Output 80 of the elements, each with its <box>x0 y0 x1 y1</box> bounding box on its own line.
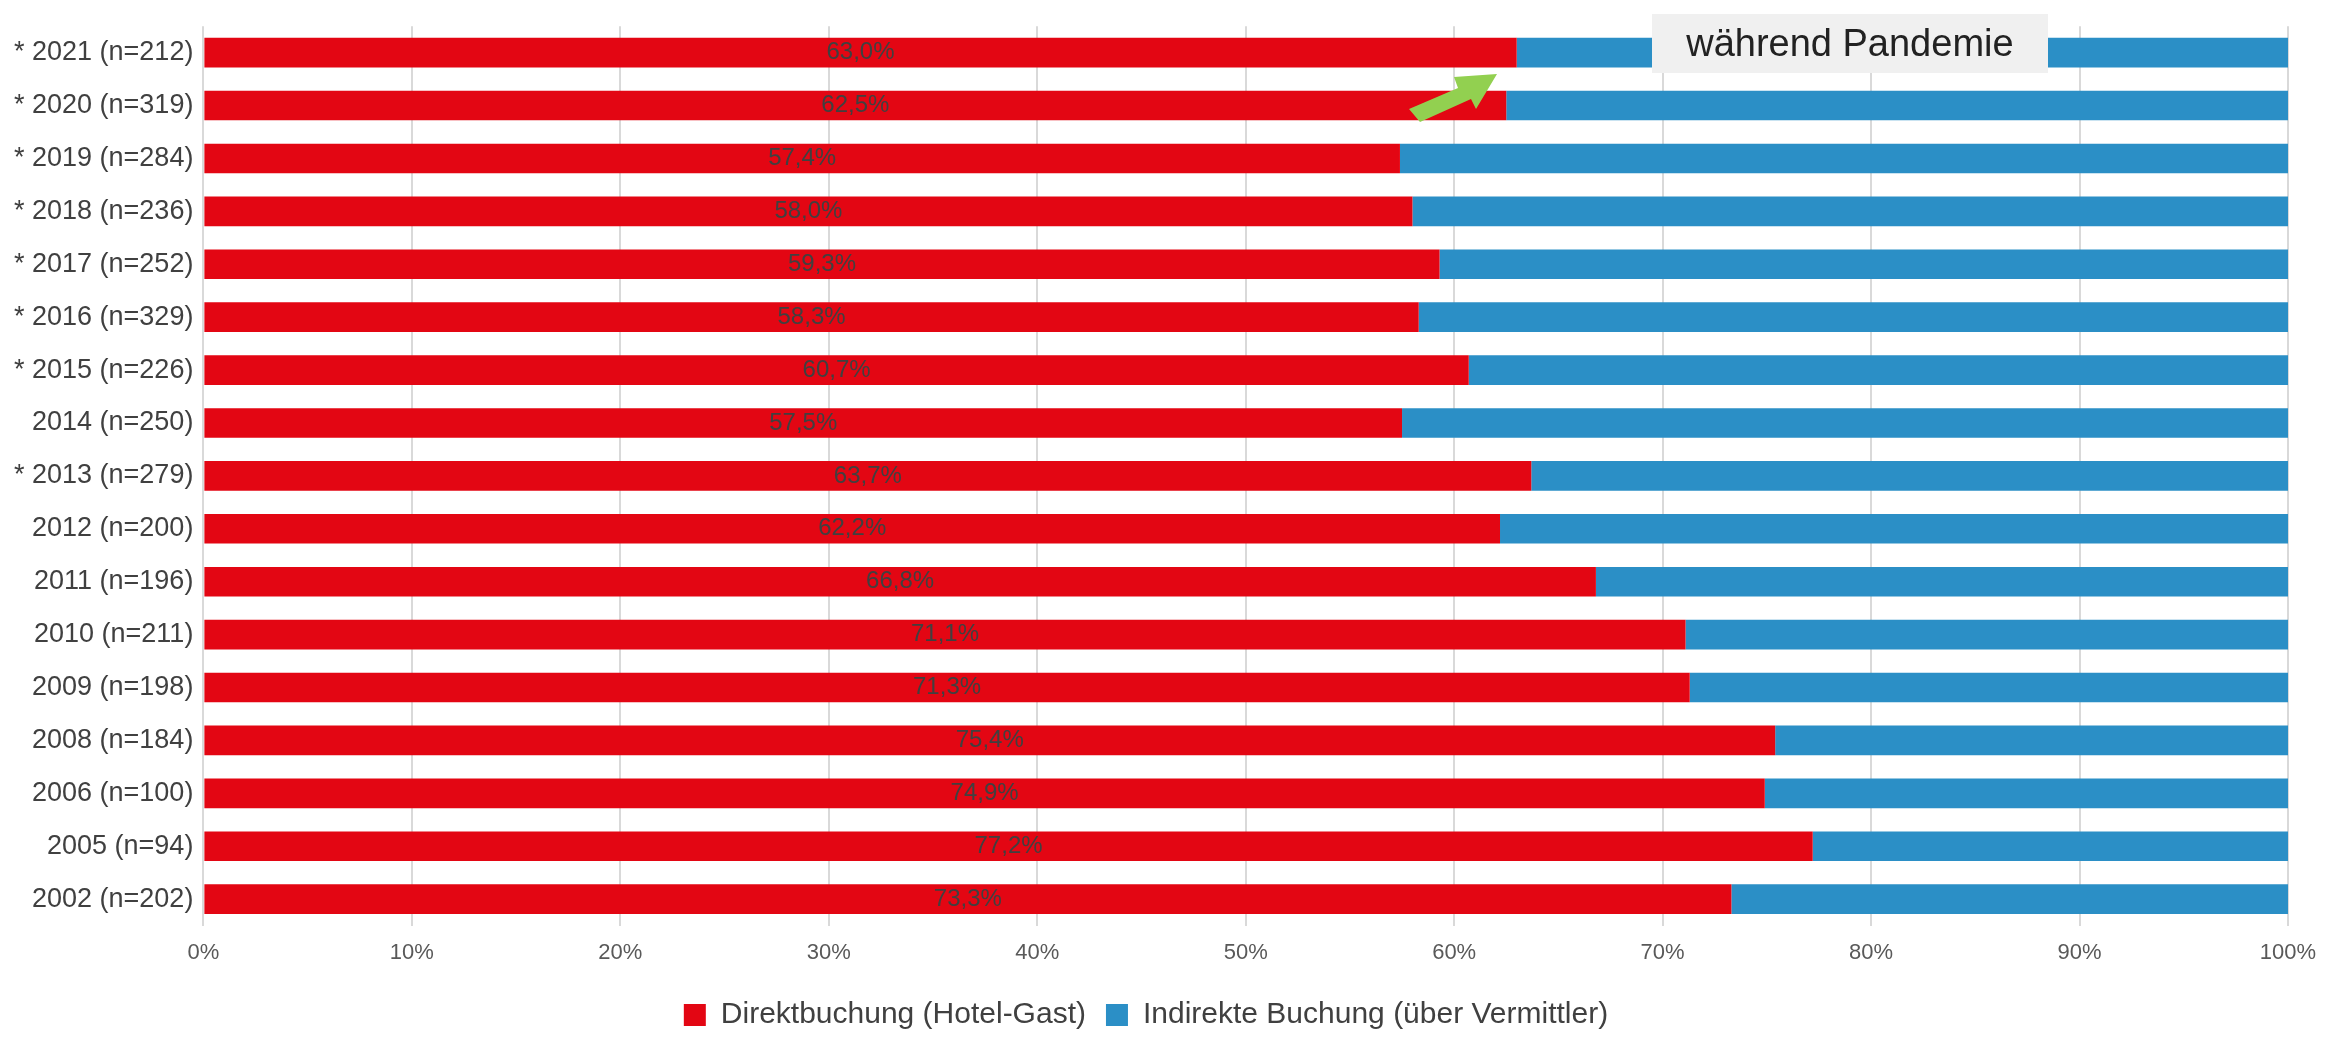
bar <box>204 672 1690 703</box>
y-tick-label: * 2021 (n=212) <box>14 36 194 67</box>
legend-label: Indirekte Buchung (über Vermittler) <box>1142 996 1609 1030</box>
y-tick-label: * 2018 (n=236) <box>14 194 194 225</box>
x-tick-label: 0% <box>187 938 220 964</box>
data-label: 62,2% <box>818 513 887 541</box>
y-tick-label: 2005 (n=94) <box>47 829 194 860</box>
x-tick-label: 10% <box>389 938 434 964</box>
bar <box>1412 196 2288 227</box>
bar <box>1775 725 2288 756</box>
bar <box>1500 513 2288 544</box>
y-tick-label: 2014 (n=250) <box>32 406 194 437</box>
bar <box>1812 831 2288 862</box>
bar <box>204 408 1403 438</box>
bar <box>204 143 1400 174</box>
bar <box>204 513 1501 544</box>
bar <box>1418 302 2288 332</box>
data-label: 75,4% <box>955 725 1024 753</box>
bar <box>1764 778 2288 809</box>
y-tick-label: 2011 (n=196) <box>34 565 194 596</box>
x-tick-label: 20% <box>598 938 643 964</box>
bar <box>204 884 1732 914</box>
data-label: 71,1% <box>910 619 979 647</box>
annotation: während Pandemie <box>1652 14 2048 74</box>
bar <box>1402 408 2288 438</box>
bar <box>1439 249 2288 280</box>
y-tick-label: * 2017 (n=252) <box>14 247 194 278</box>
bar <box>204 461 1532 491</box>
data-label: 57,5% <box>769 407 838 435</box>
y-tick-label: * 2020 (n=319) <box>14 89 194 120</box>
data-label: 63,7% <box>833 460 902 488</box>
data-label: 77,2% <box>974 830 1043 858</box>
y-tick-label: 2010 (n=211) <box>34 618 194 649</box>
bar <box>1731 884 2288 914</box>
bar <box>1685 619 2288 650</box>
legend-label: Direktbuchung (Hotel-Gast) <box>720 996 1086 1030</box>
y-tick-label: 2002 (n=202) <box>32 882 194 913</box>
bar <box>204 831 1813 862</box>
data-label: 66,8% <box>866 566 935 594</box>
x-tick-label: 30% <box>806 938 851 964</box>
y-tick-label: 2006 (n=100) <box>32 776 194 807</box>
data-label: 58,3% <box>777 301 846 329</box>
y-tick-label: * 2013 (n=279) <box>14 459 194 490</box>
data-label: 60,7% <box>802 354 871 382</box>
data-label: 58,0% <box>774 196 843 223</box>
bar <box>1468 355 2288 385</box>
bar <box>204 249 1440 280</box>
data-label: 73,3% <box>933 883 1002 911</box>
bar <box>204 37 1517 68</box>
data-label: 59,3% <box>787 248 857 276</box>
x-tick-label: 80% <box>1849 938 1894 964</box>
x-tick-label: 100% <box>2259 938 2317 964</box>
x-tick-label: 40% <box>1015 938 1060 964</box>
data-label: 63,0% <box>826 37 895 65</box>
data-label: 74,9% <box>950 777 1019 805</box>
x-tick-label: 50% <box>1223 938 1268 964</box>
data-label: 57,4% <box>768 143 837 171</box>
y-tick-label: * 2016 (n=329) <box>14 300 194 331</box>
bar <box>204 196 1413 227</box>
bar <box>1595 566 2288 597</box>
bar <box>1399 143 2288 174</box>
x-tick-label: 60% <box>1432 938 1477 964</box>
y-tick-label: 2009 (n=198) <box>32 670 194 701</box>
bar <box>204 619 1686 650</box>
y-tick-label: 2008 (n=184) <box>32 723 194 754</box>
bar <box>1531 461 2288 491</box>
y-tick-label: * 2019 (n=284) <box>14 141 194 172</box>
data-label: 62,5% <box>821 90 890 118</box>
bar <box>204 302 1419 332</box>
x-tick-label: 90% <box>2057 938 2102 964</box>
bar <box>204 778 1765 809</box>
bar <box>1506 90 2288 121</box>
y-tick-label: * 2015 (n=226) <box>14 353 194 384</box>
bar <box>1689 672 2288 703</box>
x-tick-label: 70% <box>1640 938 1685 964</box>
bar <box>204 566 1596 597</box>
bar <box>204 725 1776 756</box>
y-tick-label: 2012 (n=200) <box>32 512 194 543</box>
data-label: 71,3% <box>913 672 982 700</box>
bar <box>204 355 1469 385</box>
